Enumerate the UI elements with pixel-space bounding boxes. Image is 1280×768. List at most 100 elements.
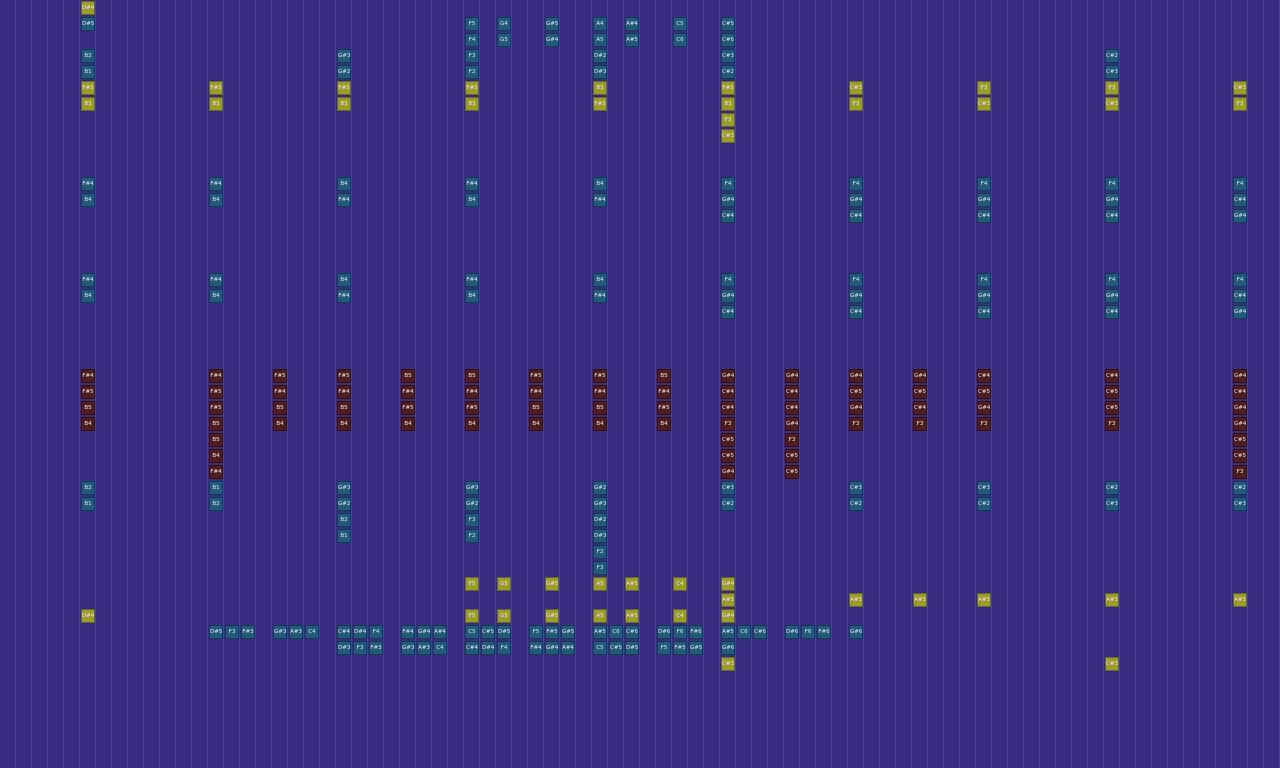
- note-cell[interactable]: G#4: [849, 193, 863, 207]
- note-cell[interactable]: C#4: [1105, 209, 1119, 223]
- note-cell[interactable]: B4: [465, 417, 479, 431]
- note-cell[interactable]: B2: [337, 513, 351, 527]
- note-cell[interactable]: F#4: [337, 193, 351, 207]
- note-cell[interactable]: D#3: [593, 65, 607, 79]
- note-cell[interactable]: C#5: [849, 385, 863, 399]
- note-cell[interactable]: D#4: [81, 609, 95, 623]
- note-cell[interactable]: G#4: [977, 193, 991, 207]
- note-cell[interactable]: C#5: [1233, 433, 1247, 447]
- note-cell[interactable]: B4: [209, 289, 223, 303]
- note-cell[interactable]: F#5: [273, 369, 287, 383]
- note-cell[interactable]: B4: [337, 177, 351, 191]
- note-cell[interactable]: C#4: [721, 305, 735, 319]
- note-cell[interactable]: G#5: [545, 577, 559, 591]
- note-cell[interactable]: B5: [465, 369, 479, 383]
- note-cell[interactable]: B5: [209, 433, 223, 447]
- note-cell[interactable]: F#4: [529, 385, 543, 399]
- note-cell[interactable]: B1: [81, 497, 95, 511]
- note-cell[interactable]: C#2: [1105, 49, 1119, 63]
- note-cell[interactable]: C#4: [785, 385, 799, 399]
- note-cell[interactable]: A#5: [625, 577, 639, 591]
- note-cell[interactable]: A#5: [625, 33, 639, 47]
- note-cell[interactable]: G#4: [1233, 209, 1247, 223]
- note-cell[interactable]: C5: [465, 625, 479, 639]
- note-cell[interactable]: G#4: [1233, 369, 1247, 383]
- note-cell[interactable]: G#3: [273, 625, 287, 639]
- note-cell[interactable]: C#3: [1233, 81, 1247, 95]
- note-cell[interactable]: F#4: [273, 385, 287, 399]
- note-cell[interactable]: F#5: [529, 369, 543, 383]
- note-cell[interactable]: F#4: [209, 177, 223, 191]
- note-cell[interactable]: F#5: [209, 401, 223, 415]
- note-cell[interactable]: A#3: [417, 641, 431, 655]
- note-cell[interactable]: F4: [1105, 177, 1119, 191]
- note-cell[interactable]: F#5: [401, 401, 415, 415]
- note-cell[interactable]: B3: [337, 97, 351, 111]
- note-cell[interactable]: C#2: [977, 497, 991, 511]
- note-cell[interactable]: C#2: [1233, 481, 1247, 495]
- note-cell[interactable]: G#4: [913, 369, 927, 383]
- note-cell[interactable]: G#4: [721, 577, 735, 591]
- note-cell[interactable]: D#3: [593, 529, 607, 543]
- note-cell[interactable]: G#6: [721, 641, 735, 655]
- note-cell[interactable]: C#4: [1233, 289, 1247, 303]
- note-cell[interactable]: B5: [593, 401, 607, 415]
- note-cell[interactable]: A#5: [721, 625, 735, 639]
- note-cell[interactable]: F4: [1233, 177, 1247, 191]
- note-cell[interactable]: A#3: [1233, 593, 1247, 607]
- note-cell[interactable]: G#4: [1105, 193, 1119, 207]
- note-cell[interactable]: A#3: [849, 593, 863, 607]
- note-cell[interactable]: C#4: [721, 385, 735, 399]
- note-cell[interactable]: C#4: [465, 641, 479, 655]
- note-cell[interactable]: G#4: [785, 417, 799, 431]
- note-cell[interactable]: C#5: [721, 449, 735, 463]
- note-cell[interactable]: F3: [785, 433, 799, 447]
- note-cell[interactable]: F#3: [465, 81, 479, 95]
- note-cell[interactable]: B4: [593, 273, 607, 287]
- note-cell[interactable]: A#5: [625, 609, 639, 623]
- note-cell[interactable]: B4: [81, 417, 95, 431]
- note-cell[interactable]: F#4: [657, 385, 671, 399]
- note-cell[interactable]: B4: [337, 417, 351, 431]
- note-cell[interactable]: C#4: [1105, 369, 1119, 383]
- note-cell[interactable]: C#5: [785, 449, 799, 463]
- note-cell[interactable]: A#4: [625, 17, 639, 31]
- note-cell[interactable]: A#3: [289, 625, 303, 639]
- note-cell[interactable]: F5: [465, 17, 479, 31]
- note-cell[interactable]: D#4: [481, 641, 495, 655]
- note-cell[interactable]: F4: [977, 273, 991, 287]
- note-cell[interactable]: F4: [1233, 273, 1247, 287]
- note-cell[interactable]: C#4: [913, 401, 927, 415]
- note-cell[interactable]: C#2: [721, 65, 735, 79]
- note-cell[interactable]: C#3: [849, 481, 863, 495]
- note-cell[interactable]: G#4: [849, 369, 863, 383]
- note-cell[interactable]: F#3: [209, 81, 223, 95]
- note-cell[interactable]: G#4: [721, 193, 735, 207]
- note-cell[interactable]: C4: [305, 625, 319, 639]
- note-cell[interactable]: C#5: [609, 641, 623, 655]
- note-cell[interactable]: F4: [369, 625, 383, 639]
- note-cell[interactable]: F5: [529, 625, 543, 639]
- note-cell[interactable]: G#3: [337, 49, 351, 63]
- note-cell[interactable]: D#6: [657, 625, 671, 639]
- note-cell[interactable]: C#5: [481, 625, 495, 639]
- note-cell[interactable]: B2: [81, 49, 95, 63]
- note-cell[interactable]: F#3: [241, 625, 255, 639]
- note-cell[interactable]: C4: [673, 609, 687, 623]
- note-cell[interactable]: A5: [593, 609, 607, 623]
- note-cell[interactable]: F3: [225, 625, 239, 639]
- note-cell[interactable]: G4: [497, 17, 511, 31]
- note-cell[interactable]: F#6: [689, 625, 703, 639]
- note-cell[interactable]: F3: [849, 97, 863, 111]
- note-cell[interactable]: C#6: [721, 33, 735, 47]
- note-cell[interactable]: D#5: [625, 641, 639, 655]
- note-cell[interactable]: G#4: [417, 625, 431, 639]
- note-cell[interactable]: G#4: [545, 33, 559, 47]
- note-cell[interactable]: F4: [849, 273, 863, 287]
- note-cell[interactable]: C#4: [721, 209, 735, 223]
- note-cell[interactable]: F2: [593, 545, 607, 559]
- note-cell[interactable]: B4: [81, 193, 95, 207]
- note-cell[interactable]: C6: [737, 625, 751, 639]
- note-cell[interactable]: A5: [593, 33, 607, 47]
- note-cell[interactable]: C#4: [785, 401, 799, 415]
